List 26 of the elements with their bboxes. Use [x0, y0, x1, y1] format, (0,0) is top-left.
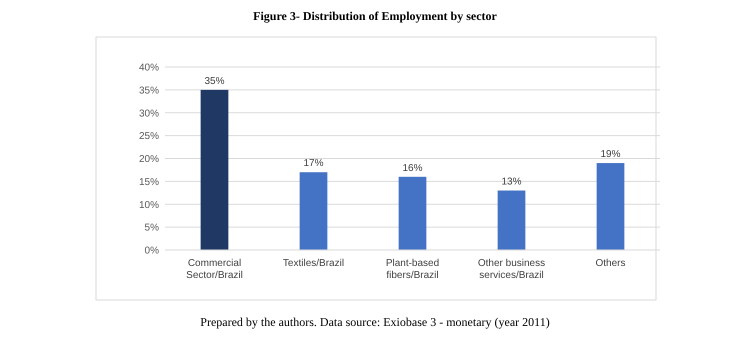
bar [498, 190, 526, 250]
bar [398, 176, 426, 250]
data-label: 13% [501, 176, 522, 188]
x-tick-label: Plant-based fibers/Brazil [386, 258, 440, 281]
x-tick-label: Commercial Sector/Brazil [186, 258, 243, 281]
chart-title: Figure 3- Distribution of Employment by sector [253, 9, 498, 23]
x-tick-label: Textiles/Brazil [282, 258, 344, 269]
y-tick-label: 30% [138, 108, 160, 120]
data-label: 17% [303, 158, 324, 170]
text: Prepared by the authors. Data source: Exiobase 3 - monetary (year 2011) [200, 315, 550, 329]
data-label: 19% [600, 149, 621, 160]
y-tick-label: 40% [138, 62, 160, 74]
bar [596, 163, 624, 250]
y-tick-label: 25% [138, 131, 160, 142]
y-tick-label: 20% [138, 154, 160, 165]
bar [300, 172, 328, 250]
y-tick-label: 15% [138, 176, 160, 188]
data-label: 16% [402, 162, 423, 174]
bar [200, 90, 228, 250]
y-tick-label: 5% [144, 222, 160, 234]
x-tick-label: Others [595, 258, 626, 269]
y-tick-label: 10% [138, 200, 160, 211]
y-tick-label: 35% [138, 85, 160, 96]
y-tick-label: 0% [144, 246, 160, 256]
data-label: 35% [204, 76, 225, 87]
x-tick-label: Other business services/Brazil [478, 258, 546, 281]
